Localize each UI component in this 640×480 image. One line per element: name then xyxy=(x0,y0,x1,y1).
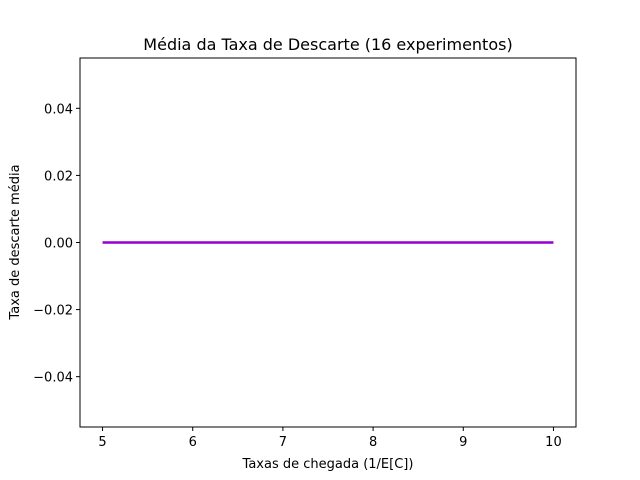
x-axis: 5 6 7 8 9 10 xyxy=(98,427,562,450)
x-tick-label: 7 xyxy=(279,435,287,450)
y-axis-label: Taxa de descarte média xyxy=(8,164,23,320)
x-tick-label: 9 xyxy=(459,435,467,450)
x-axis-label: Taxas de chegada (1/E[C]) xyxy=(242,457,414,472)
y-tick-label: 0.02 xyxy=(44,169,73,184)
x-tick-label: 6 xyxy=(189,435,197,450)
y-tick-label: −0.04 xyxy=(33,371,73,386)
x-tick-label: 10 xyxy=(545,435,562,450)
x-tick-label: 5 xyxy=(98,435,106,450)
y-axis: −0.04 −0.02 0.00 0.02 0.04 xyxy=(33,102,80,386)
y-tick-label: −0.02 xyxy=(33,304,73,319)
x-tick-label: 8 xyxy=(369,435,377,450)
y-tick-label: 0.00 xyxy=(44,237,73,252)
chart-title: Média da Taxa de Descarte (16 experiment… xyxy=(143,35,512,54)
y-tick-label: 0.04 xyxy=(44,102,73,117)
